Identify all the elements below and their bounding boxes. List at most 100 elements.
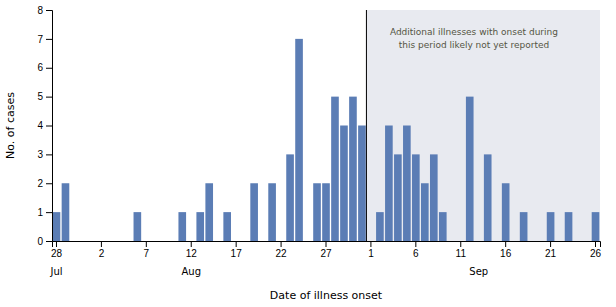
bar [134, 212, 142, 241]
x-tick-label: 27 [320, 248, 332, 259]
bar [421, 183, 429, 241]
bar [520, 212, 528, 241]
y-tick-label: 7 [37, 34, 43, 45]
bar [250, 183, 258, 241]
y-tick: 1 [37, 207, 52, 218]
bar [376, 212, 384, 241]
bar [430, 154, 438, 241]
x-tick-mark [101, 241, 102, 247]
bar [592, 212, 600, 241]
bar [529, 241, 537, 242]
bar [340, 126, 348, 242]
x-tick-label: 16 [500, 248, 512, 259]
bar [385, 126, 393, 242]
x-tick: 21 [545, 241, 557, 259]
y-tick-mark [46, 241, 52, 242]
x-tick-label: 1 [368, 248, 374, 259]
x-tick-mark [326, 241, 327, 247]
bar [295, 39, 303, 241]
bar [574, 241, 582, 242]
bar [556, 241, 564, 242]
annotation-line: Additional illnesses with onset during [390, 27, 558, 37]
x-tick-label: 22 [276, 248, 288, 259]
x-tick-label: 21 [545, 248, 557, 259]
y-tick-mark [46, 126, 52, 127]
x-tick: 2 [99, 241, 105, 259]
annotation-line: this period likely not yet reported [399, 40, 550, 50]
x-tick-label: 2 [99, 248, 105, 259]
bar [538, 241, 546, 242]
bar [89, 241, 97, 242]
x-tick: 11 [456, 241, 467, 259]
bar [116, 241, 124, 242]
x-tick-label: 7 [144, 248, 150, 259]
bar [232, 241, 240, 242]
bar [259, 241, 267, 242]
month-label: Aug [181, 266, 201, 277]
x-tick-mark [56, 241, 57, 247]
bar [502, 183, 510, 241]
x-tick-label: 12 [186, 248, 198, 259]
bar [403, 126, 411, 242]
bar [412, 154, 420, 241]
y-tick-label: 6 [37, 62, 43, 73]
month-label: Jul [49, 266, 62, 277]
bar [53, 212, 61, 241]
x-tick-mark [191, 241, 192, 247]
y-tick: 2 [37, 178, 52, 189]
x-axis-line [53, 242, 601, 248]
bar [178, 212, 186, 241]
y-tick: 6 [37, 62, 52, 73]
bar [286, 154, 294, 241]
bar [475, 241, 483, 242]
x-axis-title: Date of illness onset [270, 289, 383, 302]
bar [439, 212, 447, 241]
y-axis-line [46, 11, 53, 242]
shaded-region [366, 10, 600, 241]
marks [53, 10, 600, 241]
x-tick: 26 [590, 241, 602, 259]
bar [160, 241, 168, 242]
y-tick-label: 8 [37, 5, 43, 16]
annotation: Additional illnesses with onset during th… [390, 27, 558, 50]
bar [484, 154, 492, 241]
x-tick: 16 [500, 241, 512, 259]
month-labels: JulAugSep [49, 266, 488, 277]
y-tick-mark [46, 154, 52, 155]
bar [241, 241, 249, 242]
bar [196, 212, 204, 241]
y-tick-mark [46, 183, 52, 184]
bar [493, 241, 501, 242]
x-tick: 1 [368, 241, 374, 259]
y-tick-label: 5 [37, 91, 43, 102]
x-tick: 22 [276, 241, 288, 259]
bar [313, 183, 321, 241]
bar [394, 154, 402, 241]
x-tick-mark [550, 241, 551, 247]
bar [565, 212, 573, 241]
x-tick-label: 28 [51, 248, 63, 259]
x-tick: 12 [186, 241, 198, 259]
y-tick-mark [46, 212, 52, 213]
x-tick-mark [505, 241, 506, 247]
bar [331, 97, 339, 241]
bar [107, 241, 115, 242]
x-tick-label: 11 [456, 248, 467, 259]
bar [583, 241, 591, 242]
y-axis-title: No. of cases [4, 92, 17, 159]
bar [187, 241, 195, 242]
bar [62, 183, 70, 241]
x-tick-label: 26 [590, 248, 602, 259]
y-tick-mark [46, 39, 52, 40]
bar [457, 241, 465, 242]
y-axis: 012345678 [37, 5, 52, 247]
y-tick: 0 [37, 236, 52, 247]
bar [349, 97, 357, 241]
x-tick-mark [415, 241, 416, 247]
x-tick: 17 [231, 241, 243, 259]
y-tick-label: 4 [37, 120, 43, 131]
x-tick-label: 6 [413, 248, 419, 259]
bar [80, 241, 88, 242]
bar [304, 241, 312, 242]
x-axis: 2827121722271611162126 [51, 241, 602, 259]
